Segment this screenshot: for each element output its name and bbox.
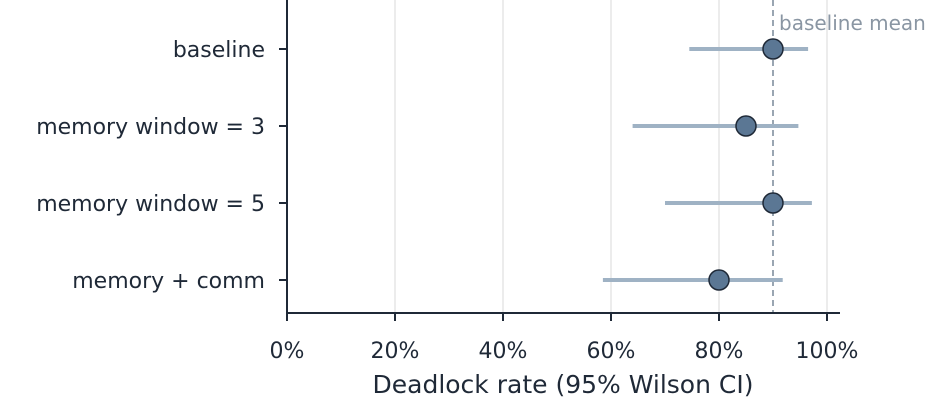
category-label: memory window = 5	[36, 192, 265, 217]
category-label: memory window = 3	[36, 115, 265, 140]
point-estimates	[708, 38, 784, 291]
grid-lines	[394, 0, 828, 313]
x-tick-label: 80%	[695, 339, 744, 364]
x-tick-label: 0%	[270, 339, 305, 364]
x-tick-label: 40%	[479, 339, 528, 364]
x-tick-label: 100%	[796, 339, 859, 364]
x-tick-label: 20%	[371, 339, 420, 364]
category-label: memory + comm	[72, 269, 265, 294]
point-estimate	[762, 38, 784, 60]
point-estimate	[762, 192, 784, 214]
confidence-intervals	[602, 47, 812, 282]
y-axis-ticks: baseline memory window = 3 memory window =…	[36, 38, 287, 294]
x-axis-ticks: 0% 20% 40% 60% 80% 100%	[270, 313, 859, 364]
category-label: baseline	[173, 38, 265, 63]
reference-line-group: baseline mean	[772, 0, 926, 313]
axes	[286, 0, 840, 314]
point-estimate	[708, 269, 730, 291]
x-tick-label: 60%	[587, 339, 636, 364]
reference-line-label: baseline mean	[779, 11, 926, 35]
point-estimate	[735, 115, 757, 137]
x-axis-title: Deadlock rate (95% Wilson CI)	[373, 370, 754, 399]
